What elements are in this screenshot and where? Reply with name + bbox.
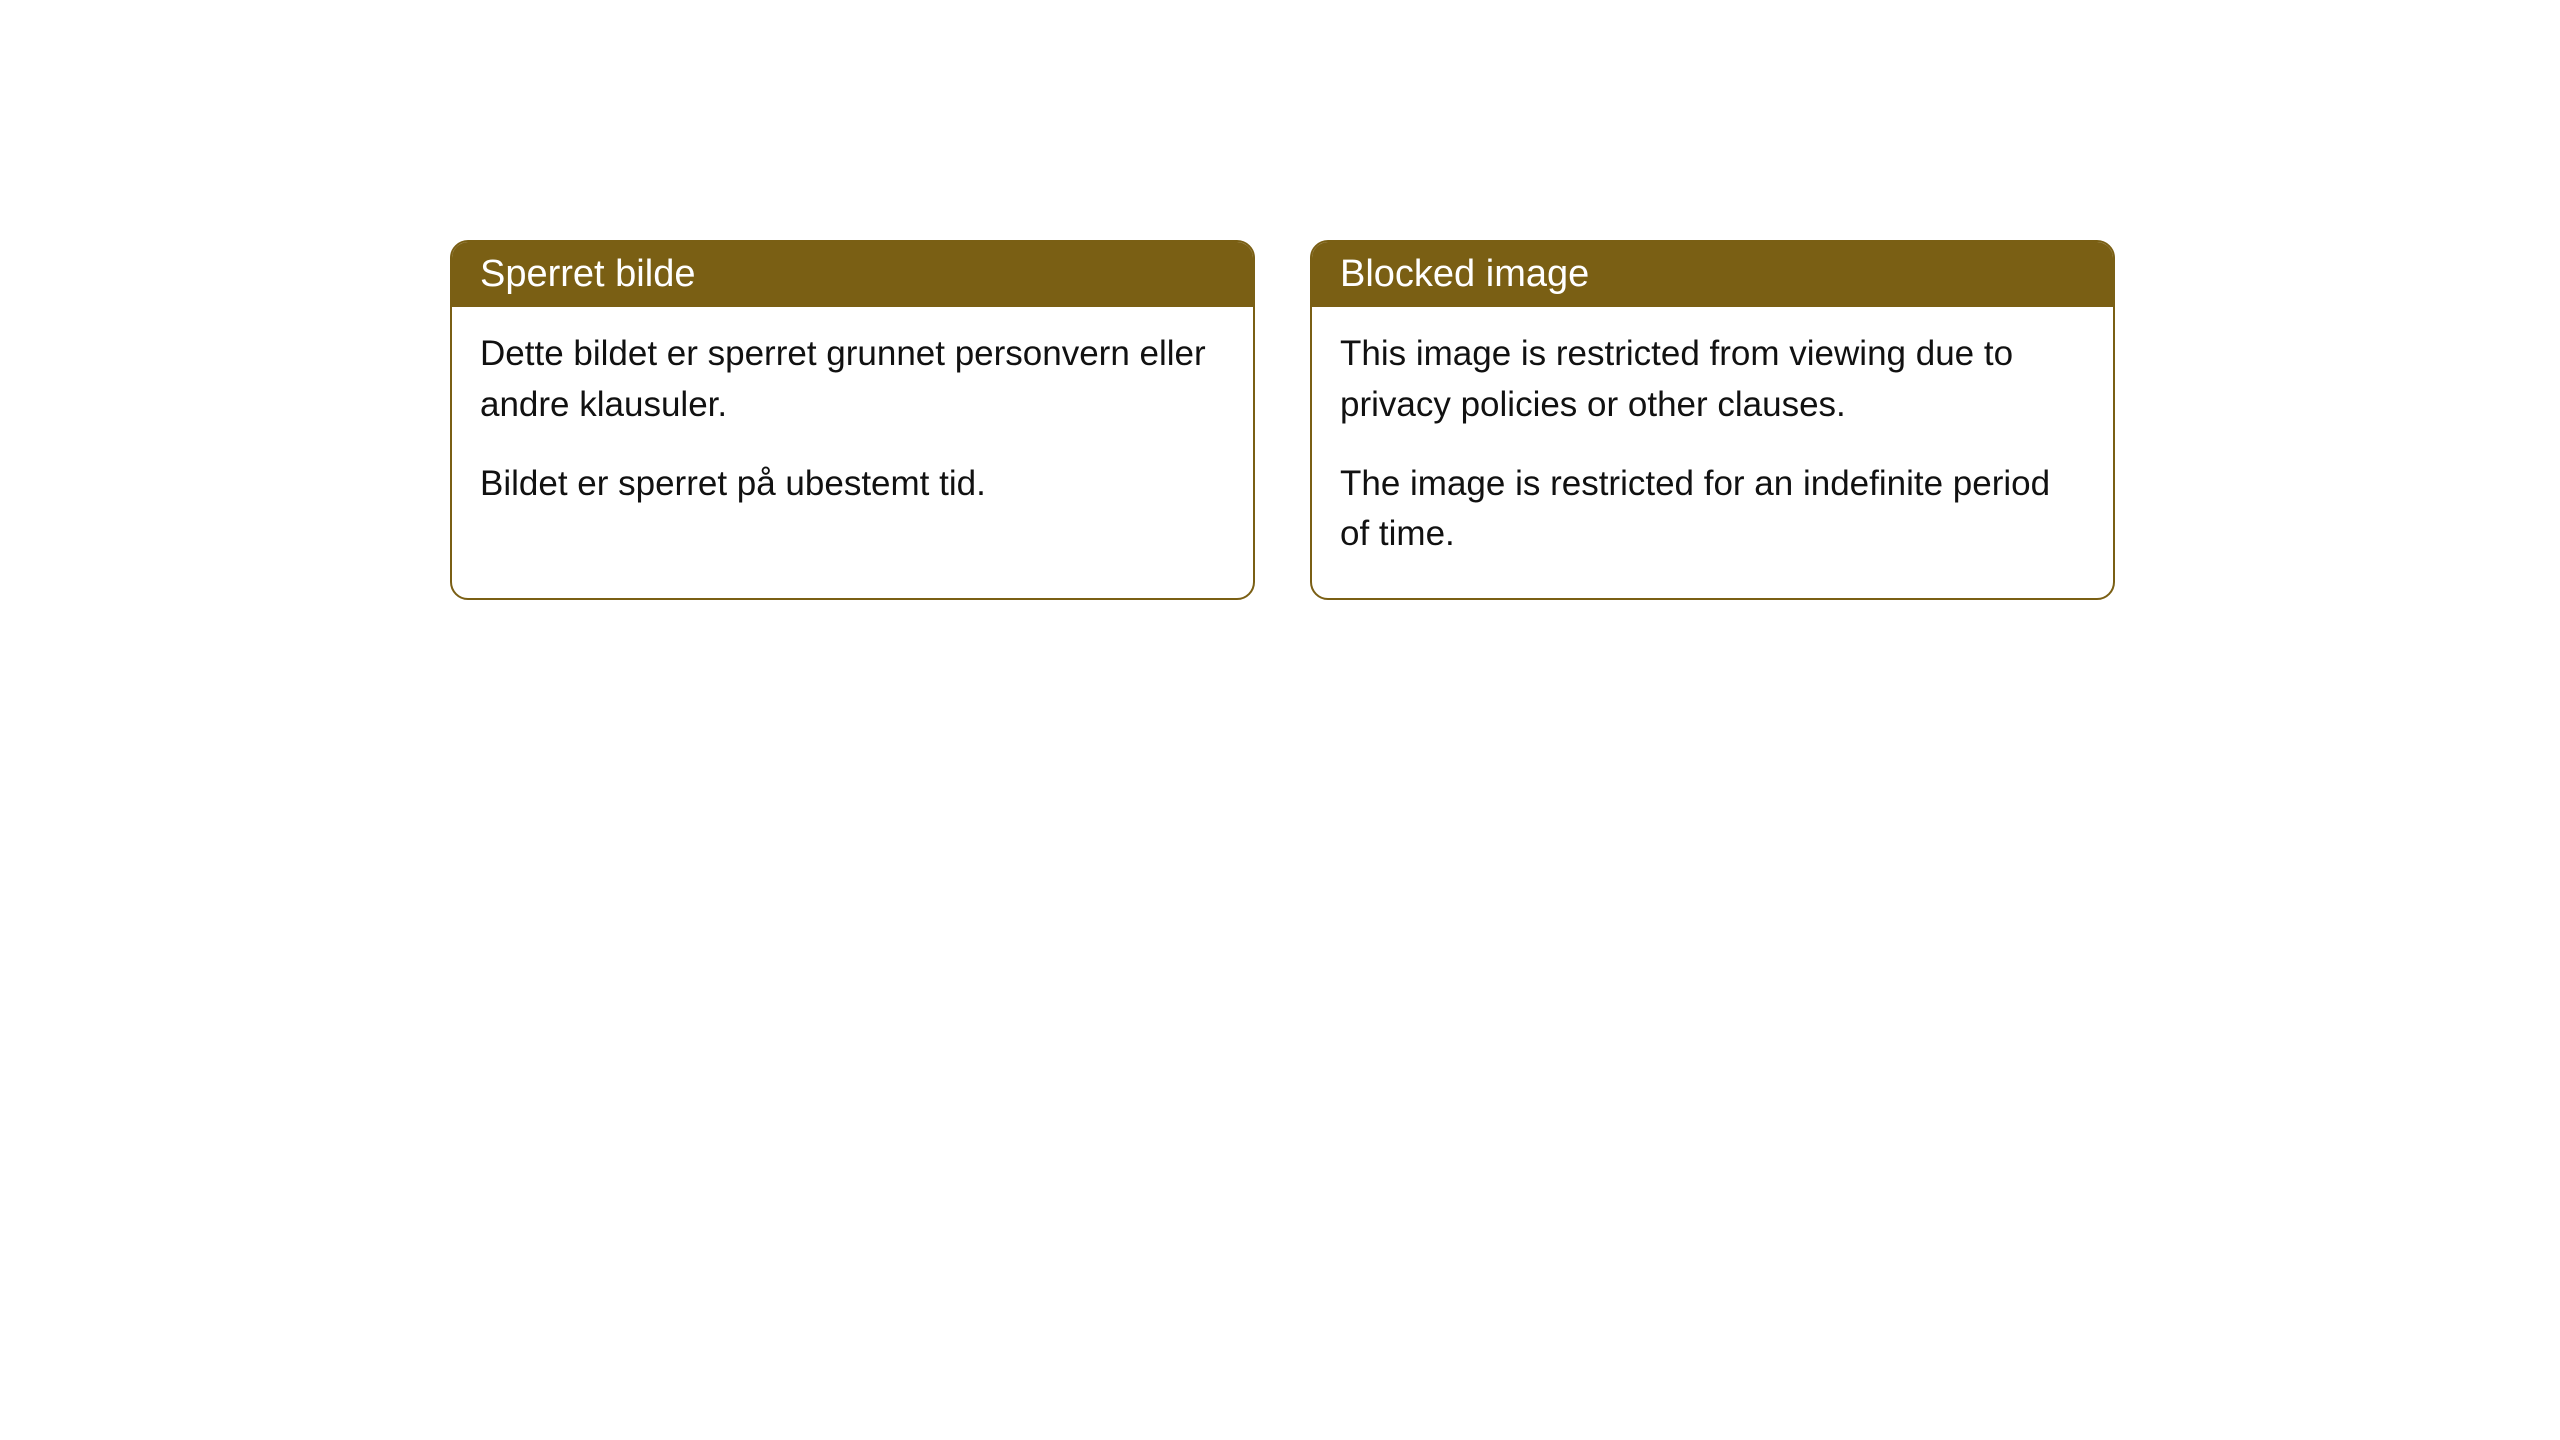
card-title: Sperret bilde	[480, 253, 695, 295]
card-paragraph-1: Dette bildet er sperret grunnet personve…	[480, 329, 1225, 431]
card-body: Dette bildet er sperret grunnet personve…	[452, 307, 1253, 547]
card-body: This image is restricted from viewing du…	[1312, 307, 2113, 598]
blocked-image-card-english: Blocked image This image is restricted f…	[1310, 240, 2115, 600]
notice-cards-container: Sperret bilde Dette bildet er sperret gr…	[450, 240, 2115, 600]
blocked-image-card-norwegian: Sperret bilde Dette bildet er sperret gr…	[450, 240, 1255, 600]
card-header: Blocked image	[1312, 242, 2113, 307]
card-title: Blocked image	[1340, 253, 1589, 295]
card-paragraph-2: The image is restricted for an indefinit…	[1340, 459, 2085, 561]
card-paragraph-1: This image is restricted from viewing du…	[1340, 329, 2085, 431]
card-paragraph-2: Bildet er sperret på ubestemt tid.	[480, 459, 1225, 510]
card-header: Sperret bilde	[452, 242, 1253, 307]
